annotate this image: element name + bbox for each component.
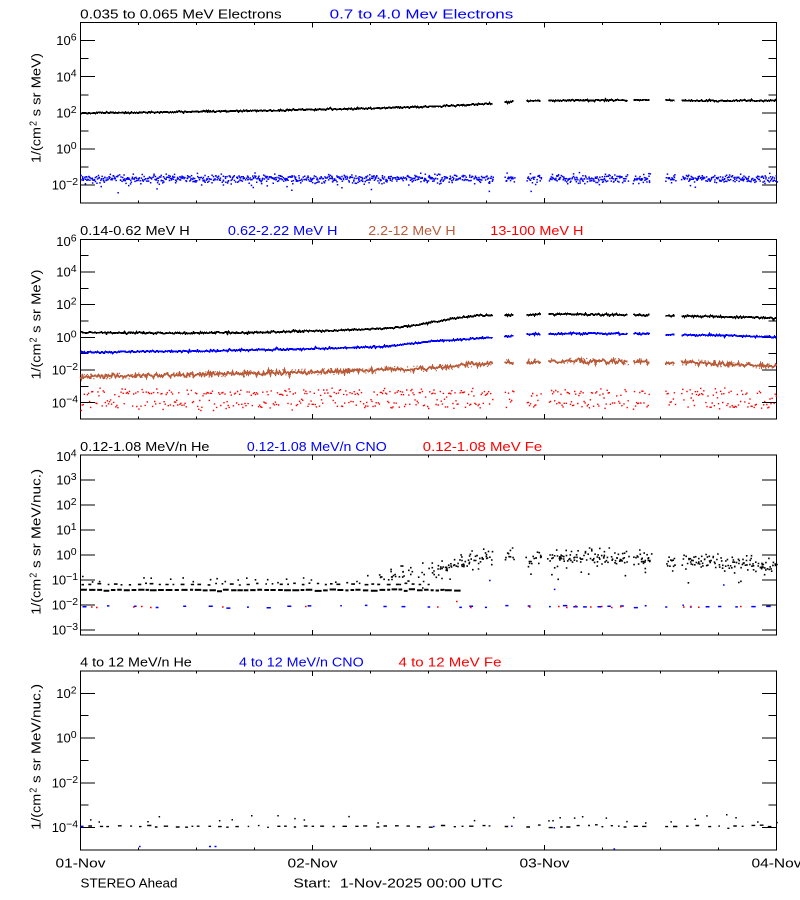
svg-text:0.62-2.22 MeV H: 0.62-2.22 MeV H (228, 223, 338, 238)
svg-text:1/(cm: 1/(cm (28, 579, 43, 615)
svg-text:03-Nov: 03-Nov (520, 855, 571, 870)
svg-text:s sr MeV/nuc.): s sr MeV/nuc.) (28, 469, 43, 573)
svg-text:2.2-12 MeV H: 2.2-12 MeV H (368, 223, 455, 238)
svg-text:s sr MeV): s sr MeV) (28, 53, 43, 121)
svg-text:02-Nov: 02-Nov (288, 855, 339, 870)
svg-text:s sr MeV/nuc.): s sr MeV/nuc.) (28, 684, 43, 788)
svg-text:0.14-0.62 MeV H: 0.14-0.62 MeV H (80, 223, 190, 238)
svg-text:1/(cm: 1/(cm (28, 794, 43, 830)
svg-text:0.12-1.08 MeV/n CNO: 0.12-1.08 MeV/n CNO (247, 439, 387, 454)
svg-text:2: 2 (29, 337, 40, 342)
svg-text:4 to 12 MeV/n CNO: 4 to 12 MeV/n CNO (239, 655, 364, 670)
svg-text:Start: 1-Nov-2025 00:00 UTC: Start: 1-Nov-2025 00:00 UTC (293, 875, 502, 890)
svg-text:0.12-1.08 MeV Fe: 0.12-1.08 MeV Fe (423, 439, 542, 454)
svg-text:STEREO Ahead: STEREO Ahead (81, 875, 178, 890)
svg-text:01-Nov: 01-Nov (56, 855, 107, 870)
svg-text:1/(cm: 1/(cm (28, 127, 43, 163)
svg-text:2: 2 (29, 121, 40, 126)
svg-text:2: 2 (29, 572, 40, 577)
svg-text:04-Nov: 04-Nov (752, 855, 800, 870)
svg-text:2: 2 (29, 787, 40, 792)
svg-text:0.7 to 4.0 Mev Electrons: 0.7 to 4.0 Mev Electrons (330, 6, 514, 21)
svg-text:4 to 12 MeV Fe: 4 to 12 MeV Fe (399, 655, 502, 670)
svg-text:0.12-1.08 MeV/n He: 0.12-1.08 MeV/n He (80, 439, 209, 454)
svg-text:0.035 to 0.065 MeV Electrons: 0.035 to 0.065 MeV Electrons (80, 6, 282, 21)
svg-text:13-100 MeV H: 13-100 MeV H (490, 223, 583, 238)
svg-text:1/(cm: 1/(cm (28, 344, 43, 380)
svg-text:4 to 12 MeV/n He: 4 to 12 MeV/n He (80, 655, 192, 670)
svg-text:s sr MeV): s sr MeV) (28, 270, 43, 338)
